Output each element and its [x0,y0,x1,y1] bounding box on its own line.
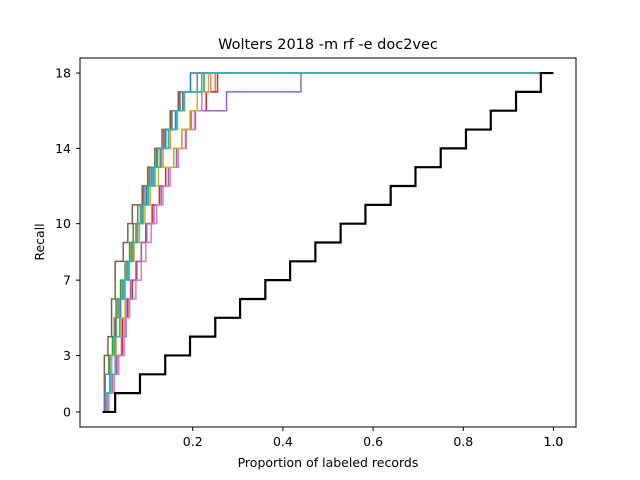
series-line-1 [102,72,554,413]
series-line-9 [102,72,554,413]
series-line-10 [102,72,554,413]
series-line-6 [102,72,554,413]
y-axis-ticks: 0 3 7 10 14 18 [55,66,80,419]
series-line-3 [102,72,554,413]
chart-title: Wolters 2018 -m rf -e doc2vec [218,37,438,53]
y-tick-label: 14 [55,141,71,156]
x-axis-ticks: 0.2 0.4 0.6 0.8 1.01.0 [183,427,564,449]
series-layer [102,71,554,414]
y-axis-label: Recall [32,223,47,260]
x-tick-label: 0.6 [363,434,383,449]
plot-frame [79,57,577,428]
x-tick-label: 1.0 [544,434,564,449]
x-tick-label: 0.2 [183,434,203,449]
x-tick-label: 1.0 [544,434,564,449]
x-tick-label: 0.8 [453,434,473,449]
x-tick-label: 0.4 [273,434,293,449]
x-axis-label: Proportion of labeled records [238,455,419,470]
y-tick-label: 3 [63,348,71,363]
y-tick-label: 7 [63,273,71,288]
y-tick-label: 10 [55,216,71,231]
y-tick-label: 18 [55,66,71,81]
series-line-8 [102,72,554,413]
series-line-11 [102,71,554,414]
y-tick-label: 0 [63,404,71,419]
